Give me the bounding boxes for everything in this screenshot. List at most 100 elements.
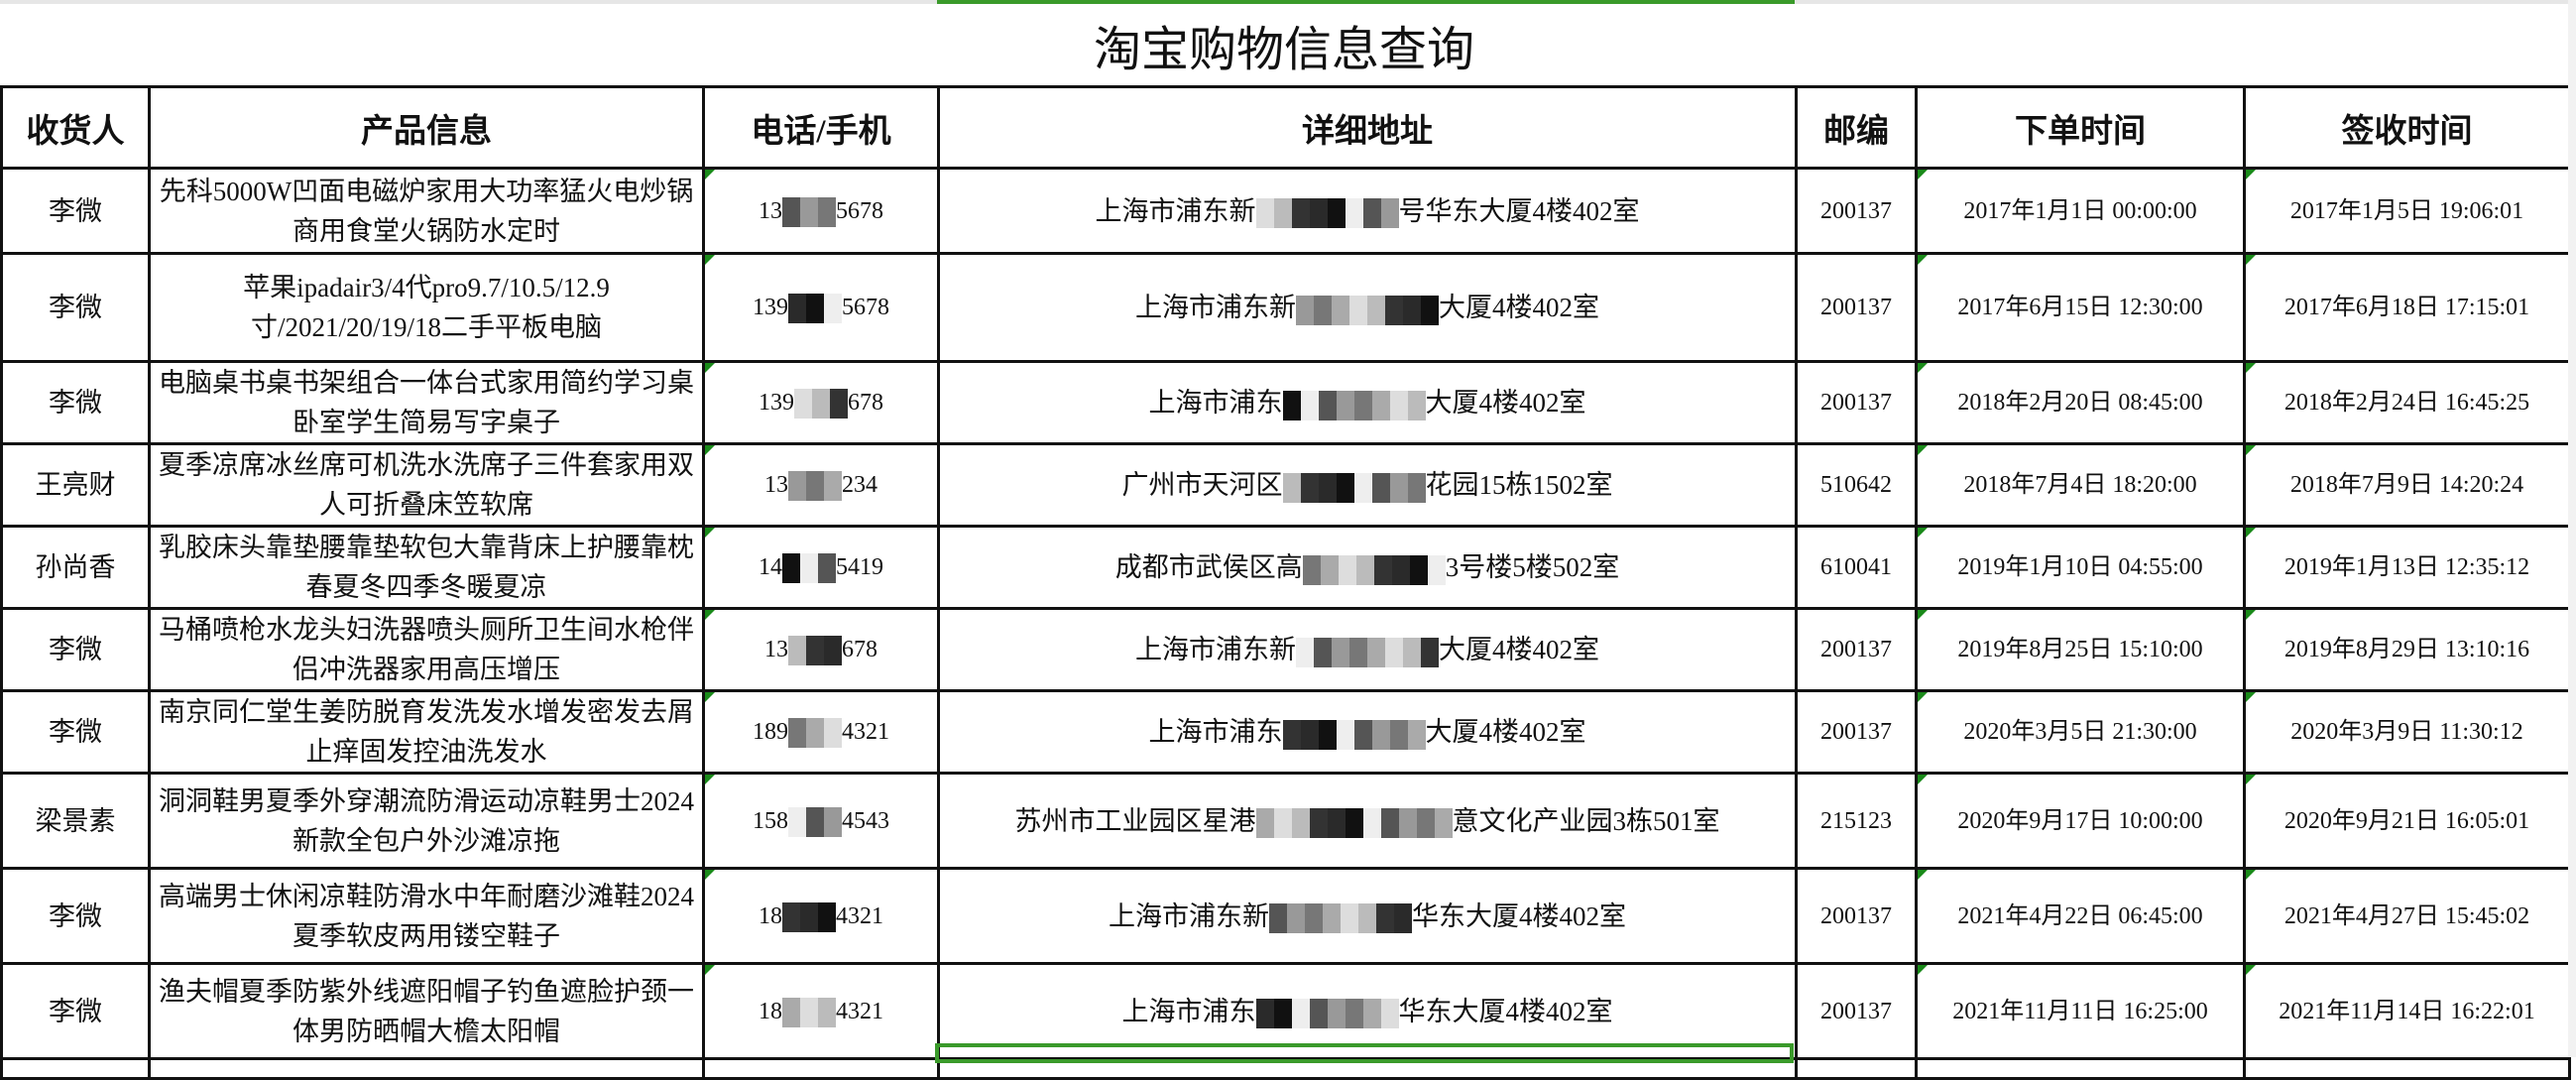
cell-address[interactable]: 苏州市工业园区星港 意文化产业园3栋501室 — [937, 772, 1798, 870]
empty-cell[interactable] — [2243, 1057, 2571, 1080]
empty-cell[interactable] — [702, 1057, 940, 1080]
cell-sign-time[interactable]: 2020年3月9日 11:30:12 — [2243, 689, 2571, 775]
cell-product[interactable]: 南京同仁堂生姜防脱育发洗发水增发密发去屑止痒固发控油洗发水 — [148, 689, 705, 775]
cell-order-time[interactable]: 2021年11月11日 16:25:00 — [1915, 962, 2246, 1060]
cell-sign-time[interactable]: 2020年9月21日 16:05:01 — [2243, 772, 2571, 870]
cell-order-time[interactable]: 2018年7月4日 18:20:00 — [1915, 442, 2246, 528]
cell-recipient[interactable]: 李微 — [0, 689, 151, 775]
cell-order-time[interactable]: 2020年3月5日 21:30:00 — [1915, 689, 2246, 775]
table-row: 李微 南京同仁堂生姜防脱育发洗发水增发密发去屑止痒固发控油洗发水 189 4321 上海… — [0, 689, 2571, 775]
header-sign-time[interactable]: 签收时间 — [2243, 85, 2571, 170]
cell-phone[interactable]: 139 5678 — [702, 252, 940, 363]
cell-address[interactable]: 上海市浦东新 大厦4楼402室 — [937, 252, 1798, 363]
cell-address[interactable]: 广州市天河区 花园15栋1502室 — [937, 442, 1798, 528]
cell-product[interactable]: 渔夫帽夏季防紫外线遮阳帽子钓鱼遮脸护颈一体男防晒帽大檐太阳帽 — [148, 962, 705, 1060]
cell-address[interactable]: 上海市浦东 大厦4楼402室 — [937, 689, 1798, 775]
address-prefix: 成都市武侯区高 — [1114, 552, 1303, 582]
cell-address[interactable]: 上海市浦东新 华东大厦4楼402室 — [937, 867, 1798, 965]
cell-order-time[interactable]: 2018年2月20日 08:45:00 — [1915, 360, 2246, 445]
cell-phone[interactable]: 158 4543 — [702, 772, 940, 870]
recipient-text: 李微 — [49, 635, 102, 664]
cell-product[interactable]: 先科5000W凹面电磁炉家用大功率猛火电炒锅商用食堂火锅防水定时 — [148, 167, 705, 255]
redaction-mosaic — [788, 294, 842, 324]
cell-address[interactable]: 上海市浦东 大厦4楼402室 — [937, 360, 1798, 445]
cell-zip[interactable]: 200137 — [1795, 607, 1918, 692]
cell-sign-time[interactable]: 2017年1月5日 19:06:01 — [2243, 167, 2571, 255]
cell-recipient[interactable]: 王亮财 — [0, 442, 151, 528]
cell-product[interactable]: 洞洞鞋男夏季外穿潮流防滑运动凉鞋男士2024新款全包户外沙滩凉拖 — [148, 772, 705, 870]
cell-recipient[interactable]: 李微 — [0, 962, 151, 1060]
cell-zip[interactable]: 200137 — [1795, 167, 1918, 255]
cell-product[interactable]: 马桶喷枪水龙头妇洗器喷头厕所卫生间水枪伴侣冲洗器家用高压增压 — [148, 607, 705, 692]
cell-product[interactable]: 高端男士休闲凉鞋防滑水中年耐磨沙滩鞋2024夏季软皮两用镂空鞋子 — [148, 867, 705, 965]
cell-phone[interactable]: 13 5678 — [702, 167, 940, 255]
cell-address[interactable]: 成都市武侯区高 3号楼5楼502室 — [937, 525, 1798, 610]
cell-zip[interactable]: 510642 — [1795, 442, 1918, 528]
phone-prefix: 189 — [753, 719, 788, 745]
cell-zip[interactable]: 215123 — [1795, 772, 1918, 870]
cell-recipient[interactable]: 李微 — [0, 167, 151, 255]
cell-order-time[interactable]: 2020年9月17日 10:00:00 — [1915, 772, 2246, 870]
cell-zip[interactable]: 200137 — [1795, 252, 1918, 363]
header-recipient[interactable]: 收货人 — [0, 85, 151, 170]
empty-cell[interactable] — [0, 1057, 151, 1080]
cell-order-time[interactable]: 2019年8月25日 15:10:00 — [1915, 607, 2246, 692]
cell-sign-time[interactable]: 2017年6月18日 17:15:01 — [2243, 252, 2571, 363]
table-row: 李微 先科5000W凹面电磁炉家用大功率猛火电炒锅商用食堂火锅防水定时 13 5678… — [0, 167, 2571, 255]
cell-recipient[interactable]: 李微 — [0, 252, 151, 363]
header-phone[interactable]: 电话/手机 — [702, 85, 940, 170]
cell-product[interactable]: 夏季凉席冰丝席可机洗水洗席子三件套家用双人可折叠床笠软席 — [148, 442, 705, 528]
cell-sign-time[interactable]: 2021年4月27日 15:45:02 — [2243, 867, 2571, 965]
cell-phone[interactable]: 18 4321 — [702, 962, 940, 1060]
cell-address[interactable]: 上海市浦东新 号华东大厦4楼402室 — [937, 167, 1798, 255]
header-address[interactable]: 详细地址 — [937, 85, 1798, 170]
cell-phone[interactable]: 13 234 — [702, 442, 940, 528]
recipient-text: 李微 — [49, 388, 102, 418]
cell-phone[interactable]: 189 4321 — [702, 689, 940, 775]
cell-recipient[interactable]: 李微 — [0, 360, 151, 445]
address-prefix: 上海市浦东新 — [1135, 635, 1296, 664]
cell-phone[interactable]: 14 5419 — [702, 525, 940, 610]
cell-sign-time[interactable]: 2021年11月14日 16:22:01 — [2243, 962, 2571, 1060]
cell-phone[interactable]: 139 678 — [702, 360, 940, 445]
phone-suffix: 678 — [842, 637, 878, 662]
selected-cell-outline[interactable] — [935, 1043, 1794, 1063]
cell-recipient[interactable]: 李微 — [0, 867, 151, 965]
product-text: 乳胶床头靠垫腰靠垫软包大靠背床上护腰靠枕春夏冬四季冬暖夏凉 — [159, 533, 694, 602]
empty-cell[interactable] — [1915, 1057, 2246, 1080]
product-text: 马桶喷枪水龙头妇洗器喷头厕所卫生间水枪伴侣冲洗器家用高压增压 — [159, 615, 694, 684]
empty-cell[interactable] — [1795, 1057, 1918, 1080]
cell-zip[interactable]: 200137 — [1795, 962, 1918, 1060]
order-time-text: 2019年8月25日 15:10:00 — [1957, 637, 2203, 662]
cell-sign-time[interactable]: 2018年2月24日 16:45:25 — [2243, 360, 2571, 445]
redaction-mosaic — [782, 901, 836, 932]
cell-address[interactable]: 上海市浦东新 大厦4楼402室 — [937, 607, 1798, 692]
cell-recipient[interactable]: 李微 — [0, 607, 151, 692]
sign-time-text: 2019年1月13日 12:35:12 — [2283, 554, 2530, 580]
cell-zip[interactable]: 200137 — [1795, 867, 1918, 965]
cell-order-time[interactable]: 2017年6月15日 12:30:00 — [1915, 252, 2246, 363]
cell-product[interactable]: 苹果ipadair3/4代pro9.7/10.5/12.9寸/2021/20/1… — [148, 252, 705, 363]
cell-product[interactable]: 电脑桌书桌书架组合一体台式家用简约学习桌卧室学生简易写字桌子 — [148, 360, 705, 445]
sign-time-text: 2021年11月14日 16:22:01 — [2279, 998, 2535, 1024]
address-suffix: 华东大厦4楼402室 — [1412, 900, 1626, 931]
cell-zip[interactable]: 200137 — [1795, 689, 1918, 775]
cell-recipient[interactable]: 孙尚香 — [0, 525, 151, 610]
cell-sign-time[interactable]: 2019年8月29日 13:10:16 — [2243, 607, 2571, 692]
cell-phone[interactable]: 18 4321 — [702, 867, 940, 965]
empty-cell[interactable] — [148, 1057, 705, 1080]
order-time-text: 2018年2月20日 08:45:00 — [1957, 390, 2203, 416]
header-product[interactable]: 产品信息 — [148, 85, 705, 170]
cell-phone[interactable]: 13 678 — [702, 607, 940, 692]
cell-order-time[interactable]: 2019年1月10日 04:55:00 — [1915, 525, 2246, 610]
cell-zip[interactable]: 610041 — [1795, 525, 1918, 610]
cell-zip[interactable]: 200137 — [1795, 360, 1918, 445]
header-zip[interactable]: 邮编 — [1795, 85, 1918, 170]
header-order-time[interactable]: 下单时间 — [1915, 85, 2246, 170]
cell-order-time[interactable]: 2017年1月1日 00:00:00 — [1915, 167, 2246, 255]
cell-sign-time[interactable]: 2018年7月9日 14:20:24 — [2243, 442, 2571, 528]
cell-sign-time[interactable]: 2019年1月13日 12:35:12 — [2243, 525, 2571, 610]
cell-recipient[interactable]: 梁景素 — [0, 772, 151, 870]
cell-product[interactable]: 乳胶床头靠垫腰靠垫软包大靠背床上护腰靠枕春夏冬四季冬暖夏凉 — [148, 525, 705, 610]
cell-order-time[interactable]: 2021年4月22日 06:45:00 — [1915, 867, 2246, 965]
